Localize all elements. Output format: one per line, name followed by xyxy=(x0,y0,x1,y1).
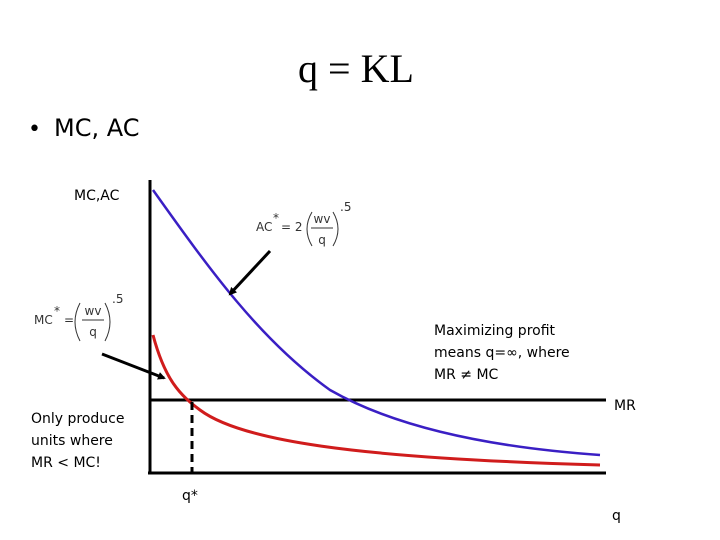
formula-star: * xyxy=(273,211,279,225)
formula-lhs: AC xyxy=(256,220,272,234)
formula-num: wv xyxy=(85,304,102,318)
x-axis-label: q xyxy=(612,508,621,524)
note-line: MR ≠ MC xyxy=(434,367,499,383)
arrow-mc xyxy=(101,352,166,380)
note-line: MR < MC! xyxy=(31,455,101,471)
formula-lhs: MC xyxy=(34,313,53,327)
slide-title: q = KL xyxy=(298,46,414,91)
mc-formula: MC * = wv q .5 xyxy=(34,292,123,342)
formula-eq: = 2 xyxy=(281,220,303,234)
bullet-dot: • xyxy=(28,117,41,142)
formula-exp: .5 xyxy=(340,200,351,214)
note-line: means q=∞, where xyxy=(434,345,570,361)
ac-curve xyxy=(151,189,601,457)
formula-star: * xyxy=(54,304,60,318)
arrow-ac xyxy=(228,249,272,296)
q-star-label: q* xyxy=(182,488,198,504)
paren xyxy=(332,211,339,247)
formula-exp: .5 xyxy=(112,292,123,306)
note-line: Only produce xyxy=(31,411,125,427)
paren xyxy=(306,211,313,247)
note-line: units where xyxy=(31,433,113,449)
paren xyxy=(74,302,81,342)
bullet-text: MC, AC xyxy=(54,114,139,142)
mr-label: MR xyxy=(614,398,636,414)
y-axis-label: MC,AC xyxy=(74,188,120,204)
mc-curve xyxy=(151,334,601,467)
formula-den: q xyxy=(89,325,97,339)
note-line: Maximizing profit xyxy=(434,323,556,339)
ac-formula: AC * = 2 wv q .5 xyxy=(256,200,351,247)
formula-num: wv xyxy=(314,212,331,226)
formula-den: q xyxy=(318,233,326,247)
formula-eq: = xyxy=(64,313,74,327)
paren xyxy=(104,302,111,342)
